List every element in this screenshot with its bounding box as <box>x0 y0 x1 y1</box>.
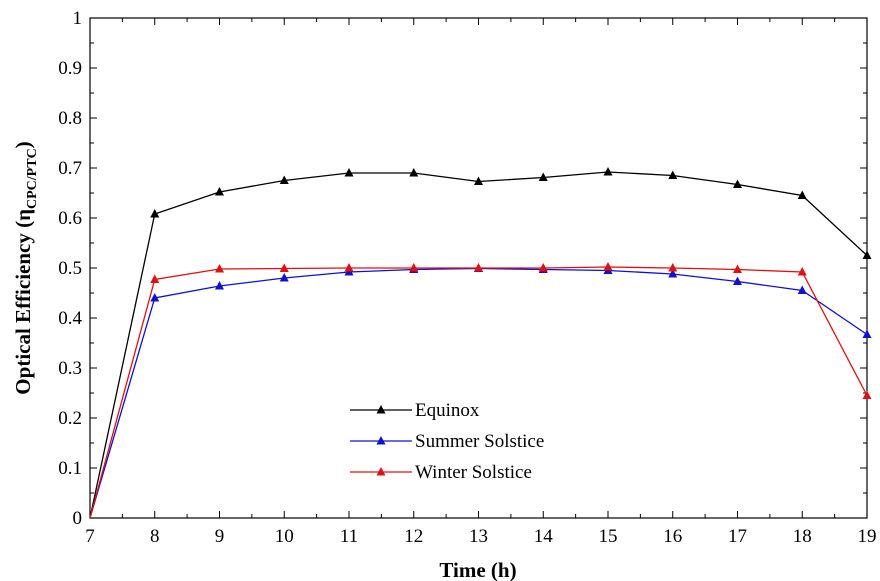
data-point-marker <box>603 262 613 271</box>
x-tick-label: 9 <box>215 526 225 547</box>
y-axis-title-close: ) <box>11 141 35 148</box>
x-tick-labels: 7 8 9 10 11 12 13 14 15 16 17 18 19 <box>85 526 876 547</box>
data-point-marker <box>215 264 224 273</box>
y-tick-label: 0.1 <box>58 458 82 479</box>
legend-marker <box>376 405 386 414</box>
x-tick-label: 13 <box>469 526 488 547</box>
data-point-marker <box>862 250 872 259</box>
y-axis-title-main: Optical Efficiency (η <box>11 209 35 395</box>
data-point-marker <box>279 175 289 184</box>
data-point-marker <box>215 187 224 196</box>
data-point-marker <box>279 263 289 272</box>
y-tick-label: 0.8 <box>58 108 82 129</box>
axis-ticks <box>89 17 868 519</box>
series-equinox <box>89 167 872 519</box>
data-point-marker <box>797 285 807 294</box>
x-tick-label: 12 <box>404 526 423 547</box>
x-tick-label: 14 <box>534 526 554 547</box>
data-point-marker <box>538 263 548 272</box>
data-point-marker <box>862 329 872 338</box>
x-tick-label: 10 <box>275 526 294 547</box>
data-point-marker <box>344 168 354 177</box>
data-point-marker <box>668 263 678 272</box>
data-point-marker <box>150 293 160 302</box>
y-tick-label: 0.9 <box>58 58 82 79</box>
data-point-marker <box>733 179 742 188</box>
x-tick-label: 16 <box>663 526 682 547</box>
legend-item: Winter Solstice <box>350 462 532 483</box>
data-point-marker <box>150 209 160 218</box>
legend-label: Equinox <box>415 400 480 421</box>
x-tick-label: 18 <box>793 526 812 547</box>
y-tick-label: 0.6 <box>58 208 82 229</box>
y-tick-label: 1 <box>73 8 83 29</box>
data-point-marker <box>862 390 872 399</box>
y-tick-label: 0.3 <box>58 358 82 379</box>
series-layer <box>89 167 872 519</box>
y-tick-label: 0.4 <box>58 308 82 329</box>
data-point-marker <box>733 276 742 285</box>
data-point-marker <box>538 172 548 181</box>
series-winter-solstice <box>89 262 872 519</box>
legend-item: Summer Solstice <box>350 431 544 452</box>
x-axis-title: Time (h) <box>439 558 516 581</box>
data-point-marker <box>344 263 354 272</box>
data-point-marker <box>668 170 678 179</box>
data-point-marker <box>409 168 419 177</box>
y-axis-title-subscript: CPC/PTC <box>25 148 40 209</box>
data-point-marker <box>150 274 160 283</box>
x-tick-label: 15 <box>599 526 618 547</box>
x-tick-label: 11 <box>340 526 358 547</box>
y-tick-label: 0 <box>73 508 83 529</box>
data-point-marker <box>474 263 483 272</box>
y-tick-labels: 0 0.1 0.2 0.3 0.4 0.5 0.6 0.7 0.8 0.9 1 <box>58 8 82 529</box>
x-tick-label: 19 <box>858 526 877 547</box>
legend: Equinox Summer Solstice Winter Solstice <box>350 400 544 483</box>
legend-item: Equinox <box>350 400 480 421</box>
data-point-marker <box>279 273 289 282</box>
data-point-marker <box>474 176 483 185</box>
y-tick-label: 0.5 <box>58 258 82 279</box>
data-point-marker <box>603 167 613 176</box>
legend-marker <box>376 467 386 476</box>
data-point-marker <box>215 281 224 290</box>
data-point-marker <box>733 264 742 273</box>
data-point-marker <box>409 263 419 272</box>
y-tick-label: 0.2 <box>58 408 82 429</box>
data-point-marker <box>797 190 807 199</box>
x-tick-label: 8 <box>150 526 160 547</box>
legend-marker <box>376 436 386 445</box>
data-point-marker <box>668 269 678 278</box>
y-axis-title: Optical Efficiency (ηCPC/PTC) <box>11 141 40 394</box>
legend-label: Summer Solstice <box>415 431 544 452</box>
x-tick-label: 17 <box>728 526 747 547</box>
y-tick-label: 0.7 <box>58 158 82 179</box>
data-point-marker <box>797 267 807 276</box>
x-tick-label: 7 <box>85 526 95 547</box>
legend-label: Winter Solstice <box>415 462 532 483</box>
